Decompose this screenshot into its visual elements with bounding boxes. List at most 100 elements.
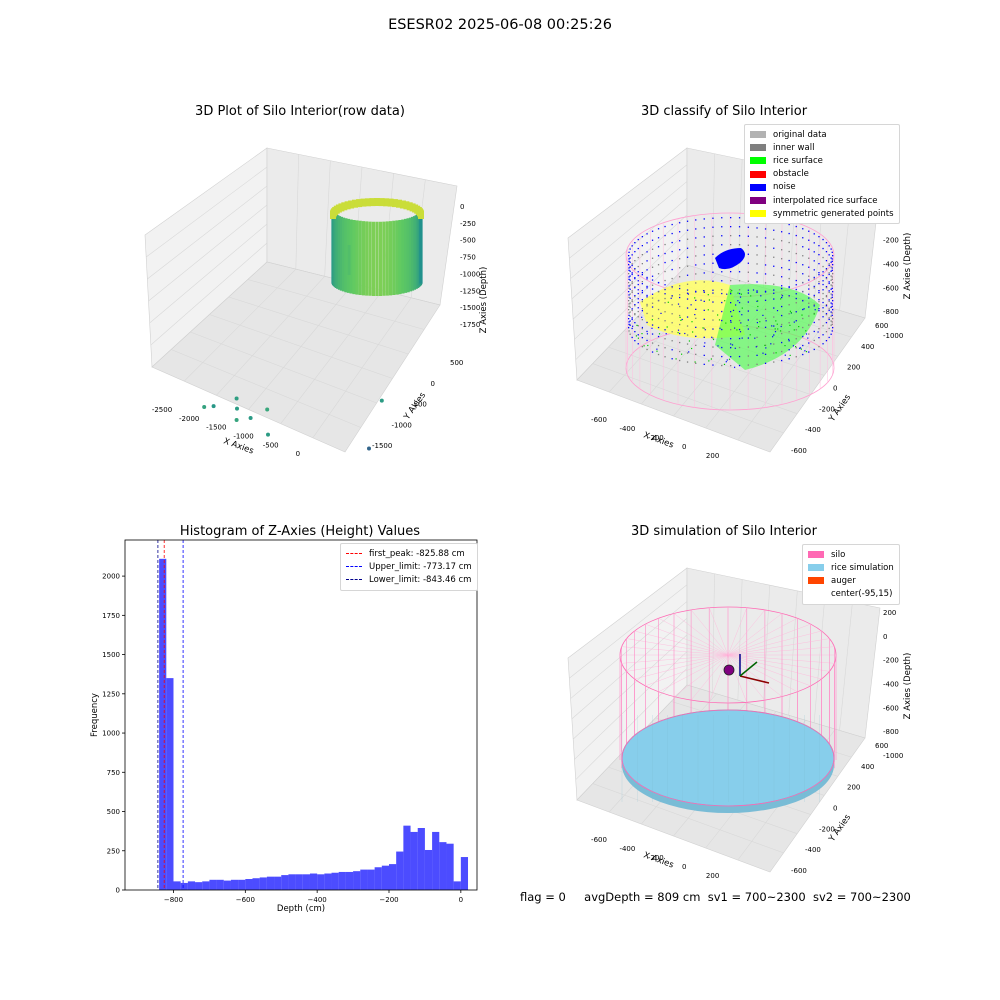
noise-point	[738, 292, 741, 295]
x-axis-label: Depth (cm)	[277, 904, 325, 914]
inner-wall-point	[671, 295, 673, 298]
inner-wall-point	[830, 266, 832, 268]
noise-point	[756, 227, 758, 229]
inner-wall-point	[813, 287, 815, 289]
histogram-bar	[259, 877, 267, 890]
inner-wall-point	[747, 280, 749, 282]
surface-point	[799, 347, 802, 349]
legend-item-center: center(-95,15)	[808, 588, 894, 601]
surface-point	[691, 321, 693, 323]
noise-point	[657, 282, 660, 284]
inner-wall-point	[756, 236, 758, 238]
inner-wall-point	[712, 346, 714, 348]
inner-wall-point	[657, 300, 660, 302]
inner-wall-point	[671, 313, 673, 315]
inner-wall-point	[756, 363, 758, 365]
noise-point	[764, 326, 767, 328]
y-tick-label: 750	[107, 769, 120, 777]
inner-wall-point	[831, 285, 833, 287]
x-tick-label: 200	[706, 872, 719, 880]
inner-wall-point	[773, 352, 775, 354]
x-tick-label: 0	[682, 443, 686, 451]
noise-point	[703, 227, 705, 229]
inner-wall-point	[671, 286, 673, 289]
noise-point	[641, 337, 643, 339]
noise-point	[721, 346, 723, 349]
histogram-bar	[187, 881, 196, 890]
outlier-point	[202, 405, 207, 409]
surface-point	[665, 333, 667, 335]
inner-wall-point	[641, 263, 643, 265]
surface-point	[740, 293, 742, 295]
silo-roof-wire	[727, 638, 830, 656]
legend-item-rice-surface: rice surface	[750, 154, 894, 167]
histogram-bar	[202, 881, 210, 890]
noise-point	[631, 318, 633, 321]
noise-point	[671, 241, 673, 244]
z-axis-label: Z Axies (Depth)	[903, 653, 913, 720]
noise-point	[703, 272, 705, 274]
inner-wall-point	[671, 304, 673, 306]
silo-roof-wire	[727, 618, 798, 656]
histogram-bar	[432, 831, 440, 890]
histogram-bar	[389, 864, 397, 890]
surface-point	[764, 344, 766, 346]
noise-point	[747, 310, 749, 312]
surface-point	[647, 344, 649, 347]
grid-line	[183, 268, 297, 382]
noise-point	[738, 235, 741, 237]
histogram-bar	[252, 878, 260, 890]
inner-wall-point	[664, 311, 666, 313]
surface-point	[711, 336, 713, 338]
inner-wall-point	[664, 320, 666, 322]
noise-point	[822, 238, 824, 241]
surface-point	[803, 308, 805, 310]
inner-wall-point	[631, 291, 633, 294]
y-tick-label: 2000	[102, 573, 120, 581]
raw-top-point	[396, 199, 402, 208]
noise-point	[629, 320, 631, 322]
x-tick-label: 200	[706, 452, 719, 460]
z-tick-label: -600	[883, 704, 899, 712]
surface-point	[736, 329, 738, 331]
noise-point	[703, 309, 705, 311]
surface-point	[660, 312, 662, 314]
histogram-bar	[173, 881, 181, 890]
panel1-title: 3D Plot of Silo Interior(row data)	[195, 104, 405, 119]
inner-wall-point	[830, 279, 832, 281]
surface-point	[776, 323, 778, 325]
noise-point	[818, 283, 820, 285]
noise-point	[730, 293, 732, 295]
surface-point	[694, 361, 696, 363]
noise-point	[788, 295, 790, 297]
inner-wall-point	[637, 265, 639, 268]
legend-item-upper-limit: Upper_limit: -773.17 cm	[346, 560, 472, 573]
surface-point	[741, 314, 743, 316]
inner-wall-point	[738, 244, 741, 246]
rice-simulation-surface	[621, 709, 835, 807]
noise-point	[686, 274, 689, 276]
raw-top-point	[383, 198, 390, 207]
inner-wall-point	[631, 263, 633, 265]
raw-top-point	[356, 199, 363, 208]
noise-point	[686, 307, 689, 309]
inner-wall-point	[651, 257, 654, 259]
histogram-bar	[209, 879, 217, 890]
noise-point	[808, 288, 810, 290]
surface-point	[737, 292, 739, 294]
raw-top-point	[378, 198, 385, 207]
surface-point	[677, 303, 680, 305]
noise-point	[721, 292, 723, 295]
inner-wall-point	[712, 235, 714, 237]
inner-wall-point	[637, 316, 639, 318]
z-tick-label: -1000	[460, 270, 480, 278]
noise-point	[664, 288, 666, 291]
inner-wall-point	[781, 240, 783, 242]
noise-point	[813, 285, 815, 288]
y-tick-label: 0	[833, 385, 837, 393]
silo-roof-wire	[727, 646, 835, 656]
surface-point	[717, 345, 719, 347]
inner-wall-point	[712, 355, 714, 357]
inner-wall-point	[695, 362, 697, 364]
silo-roof-wire	[727, 654, 822, 680]
